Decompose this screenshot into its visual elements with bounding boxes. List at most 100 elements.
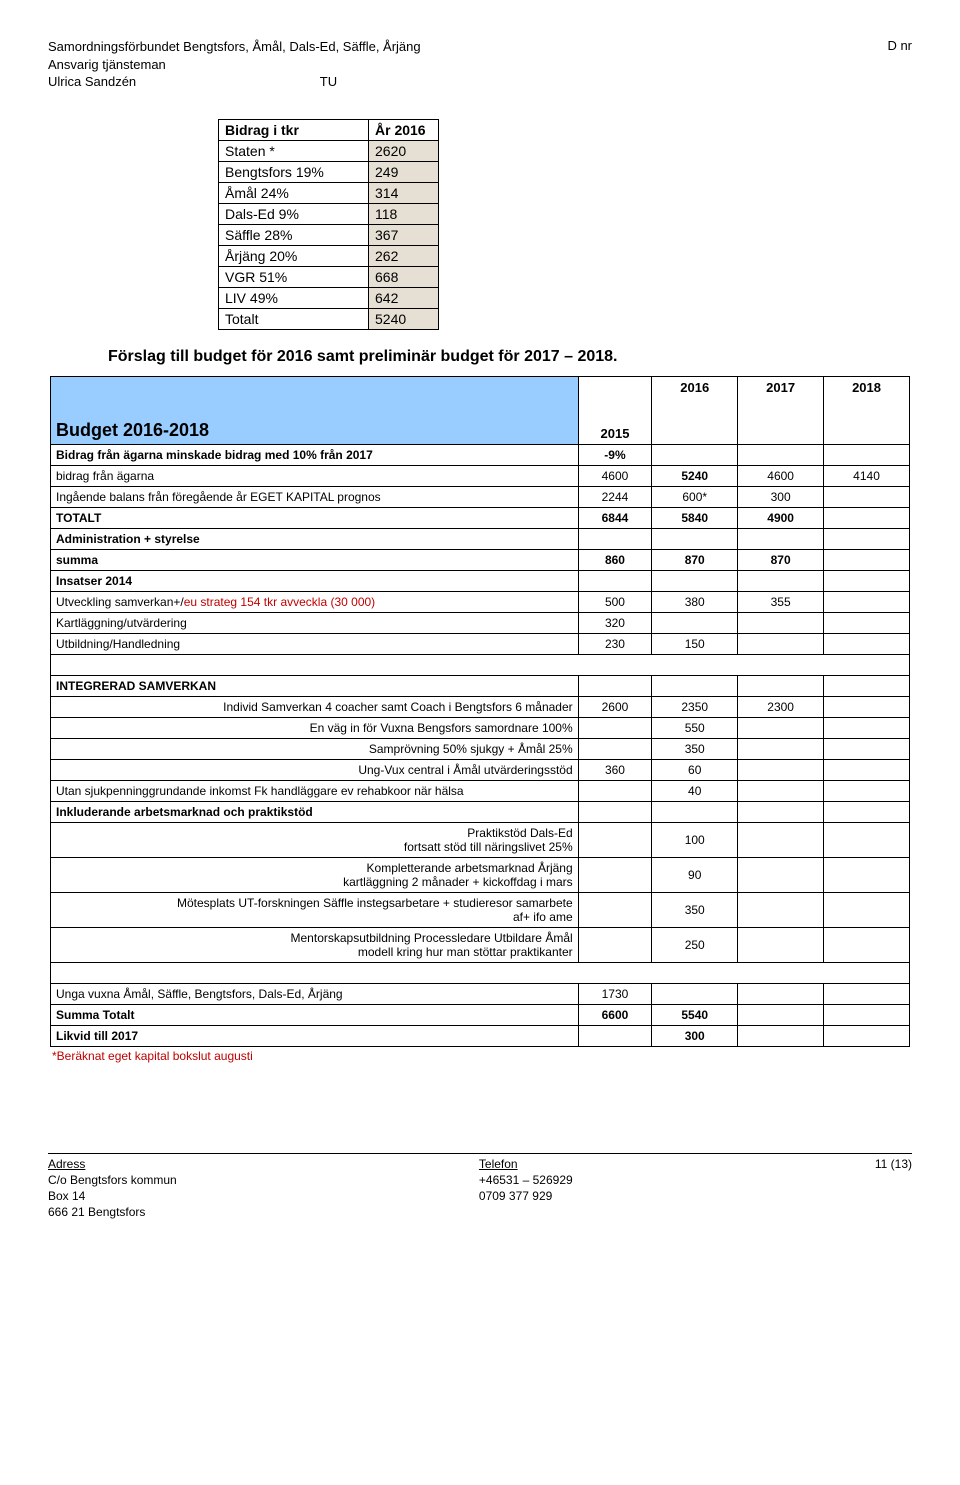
cell-2017 — [738, 528, 824, 549]
cell-2018 — [824, 780, 910, 801]
cell-2015 — [578, 717, 652, 738]
cell-2017: 870 — [738, 549, 824, 570]
cell-2018 — [824, 486, 910, 507]
budget-title: Budget 2016-2018 — [51, 376, 579, 444]
cell-2016: 550 — [652, 717, 738, 738]
cell-2017 — [738, 633, 824, 654]
cell-2017 — [738, 759, 824, 780]
cell-2015 — [578, 738, 652, 759]
cell-2018 — [824, 696, 910, 717]
cell-2017 — [738, 675, 824, 696]
cell-2015: 6600 — [578, 1004, 652, 1025]
cell-2017 — [738, 822, 824, 857]
cell-2016: 150 — [652, 633, 738, 654]
cell-2018 — [824, 675, 910, 696]
cell-2016: 380 — [652, 591, 738, 612]
budget-row-label: Samprövning 50% sjukgy + Åmål 25% — [51, 738, 579, 759]
budget-row-label: Bidrag från ägarna minskade bidrag med 1… — [51, 444, 579, 465]
addr-line: 666 21 Bengtsfors — [48, 1205, 145, 1219]
cell-2016: 2350 — [652, 696, 738, 717]
cell-2017 — [738, 444, 824, 465]
cell-2017 — [738, 570, 824, 591]
contrib-label: Totalt — [219, 308, 369, 329]
cell-2016: 5540 — [652, 1004, 738, 1025]
cell-2018 — [824, 612, 910, 633]
cell-2016: 350 — [652, 892, 738, 927]
budget-row-label: Utveckling samverkan+/eu strateg 154 tkr… — [51, 591, 579, 612]
footer-address: Adress C/o Bengtsfors kommun Box 14 666 … — [48, 1156, 177, 1221]
cell-2016: 100 — [652, 822, 738, 857]
cell-2018 — [824, 892, 910, 927]
cell-2017: 4600 — [738, 465, 824, 486]
addr-label: Adress — [48, 1157, 85, 1171]
cell-2018 — [824, 633, 910, 654]
cell-2015: -9% — [578, 444, 652, 465]
cell-2016: 300 — [652, 1025, 738, 1046]
cell-2016 — [652, 528, 738, 549]
budget-row-label: INTEGRERAD SAMVERKAN — [51, 675, 579, 696]
cell-2015 — [578, 570, 652, 591]
cell-2015: 230 — [578, 633, 652, 654]
cell-2015 — [578, 675, 652, 696]
cell-2018 — [824, 444, 910, 465]
cell-2017: 300 — [738, 486, 824, 507]
year-2015: 2015 — [578, 376, 652, 444]
cell-2015: 6844 — [578, 507, 652, 528]
page-number: 11 (13) — [875, 1156, 912, 1221]
cell-2015 — [578, 780, 652, 801]
cell-2016 — [652, 570, 738, 591]
cell-2015: 320 — [578, 612, 652, 633]
budget-row-label: Mötesplats UT-forskningen Säffle instegs… — [51, 892, 579, 927]
contrib-value: 314 — [369, 182, 439, 203]
contrib-label: Säffle 28% — [219, 224, 369, 245]
cell-2015 — [578, 1025, 652, 1046]
cell-2016 — [652, 801, 738, 822]
cell-2018 — [824, 528, 910, 549]
cell-2016 — [652, 612, 738, 633]
contrib-value: 367 — [369, 224, 439, 245]
contrib-value: 118 — [369, 203, 439, 224]
tel-line: 0709 377 929 — [479, 1189, 552, 1203]
role: Ansvarig tjänsteman — [48, 57, 166, 72]
contrib-label: Bidrag i tkr — [219, 119, 369, 140]
budget-row-label: Insatser 2014 — [51, 570, 579, 591]
cell-2015: 2244 — [578, 486, 652, 507]
cell-2016: 250 — [652, 927, 738, 962]
cell-2015 — [578, 528, 652, 549]
cell-2016: 5840 — [652, 507, 738, 528]
year-2016: 2016 — [652, 376, 738, 444]
cell-2017 — [738, 1025, 824, 1046]
budget-row-label: Unga vuxna Åmål, Säffle, Bengtsfors, Dal… — [51, 983, 579, 1004]
contrib-value: 642 — [369, 287, 439, 308]
contrib-value: 262 — [369, 245, 439, 266]
budget-row-label: Utan sjukpenninggrundande inkomst Fk han… — [51, 780, 579, 801]
cell-2015: 360 — [578, 759, 652, 780]
contrib-value: 249 — [369, 161, 439, 182]
budget-row-label: Likvid till 2017 — [51, 1025, 579, 1046]
contrib-label: Bengtsfors 19% — [219, 161, 369, 182]
cell-2016: 90 — [652, 857, 738, 892]
cell-2016 — [652, 675, 738, 696]
footnote: *Beräknat eget kapital bokslut augusti — [52, 1049, 912, 1063]
budget-row-label: En väg in för Vuxna Bengsfors samordnare… — [51, 717, 579, 738]
contrib-label: LIV 49% — [219, 287, 369, 308]
cell-2015 — [578, 927, 652, 962]
cell-2017 — [738, 801, 824, 822]
budget-row-label: TOTALT — [51, 507, 579, 528]
cell-2017 — [738, 892, 824, 927]
contrib-value: År 2016 — [369, 119, 439, 140]
cell-2015: 500 — [578, 591, 652, 612]
cell-2017 — [738, 780, 824, 801]
cell-2016: 600* — [652, 486, 738, 507]
cell-2017 — [738, 1004, 824, 1025]
cell-2018 — [824, 738, 910, 759]
year-2017: 2017 — [738, 376, 824, 444]
cell-2016 — [652, 444, 738, 465]
tel-line: +46531 – 526929 — [479, 1173, 573, 1187]
cell-2016: 5240 — [652, 465, 738, 486]
cell-2015 — [578, 801, 652, 822]
cell-2015: 4600 — [578, 465, 652, 486]
budget-row-label: Utbildning/Handledning — [51, 633, 579, 654]
cell-2017 — [738, 738, 824, 759]
header-left: Samordningsförbundet Bengtsfors, Åmål, D… — [48, 38, 421, 91]
